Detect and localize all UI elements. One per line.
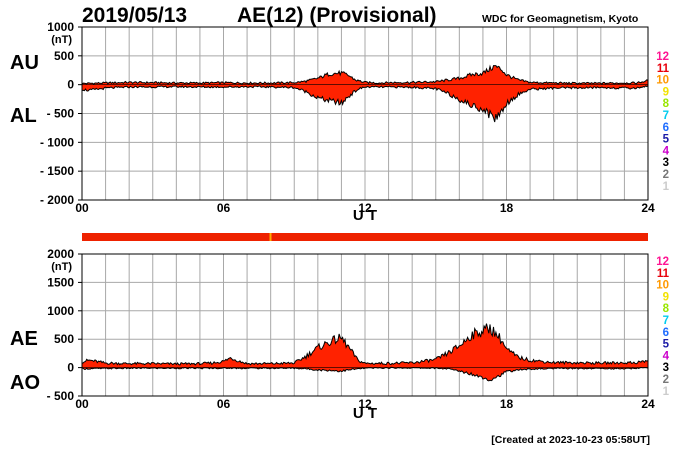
- ae-ao-y-tick-label: 1000: [47, 304, 74, 318]
- plot-title: AE(12) (Provisional): [237, 4, 437, 27]
- au-label: AU: [10, 52, 39, 74]
- ae-ao-x-axis-label: U T: [353, 405, 377, 422]
- station-count-6: 6: [663, 327, 669, 339]
- au-al-y-tick-label: 1000: [47, 20, 74, 34]
- au-al-y-tick-label: - 2000: [40, 193, 74, 207]
- ae-ao-y-tick-label: 2000: [47, 247, 74, 261]
- station-count-5: 5: [663, 134, 670, 146]
- station-count-12: 12: [656, 256, 669, 268]
- station-count-3: 3: [663, 362, 669, 374]
- ae-ao-panel: 2000 1500 1000 500 0 - 500 00 06 12 18 24 (nT) AE…: [10, 247, 655, 422]
- station-count-9: 9: [663, 86, 669, 98]
- station-count-3: 3: [663, 157, 669, 169]
- station-count-11: 11: [657, 268, 670, 280]
- station-count-8: 8: [663, 98, 670, 110]
- au-al-x-tick-label: 06: [217, 201, 231, 215]
- station-count-7: 7: [663, 110, 669, 122]
- station-count-1: 1: [663, 181, 670, 193]
- ae-ao-x-tick-label: 18: [500, 397, 514, 411]
- au-al-y-tick-label: - 1500: [40, 164, 74, 178]
- ae-label: AE: [10, 328, 38, 350]
- au-al-x-ticks: 00 06 12 18 24: [75, 201, 655, 215]
- au-al-traces: [81, 64, 649, 123]
- au-al-y-ticks: 1000 500 0 - 500 - 1000 - 1500 - 2000: [40, 20, 82, 207]
- station-count-7: 7: [663, 315, 669, 327]
- station-count-4: 4: [663, 350, 670, 362]
- au-al-panel: 1000 500 0 - 500 - 1000 - 1500 - 2000 00 06 12 18…: [10, 20, 655, 224]
- ae-ao-x-tick-label: 12: [358, 397, 372, 411]
- station-count-8: 8: [663, 303, 670, 315]
- au-al-x-tick-label: 24: [641, 201, 655, 215]
- ae-ao-x-tick-label: 06: [217, 397, 231, 411]
- au-al-x-axis-label: U T: [353, 207, 377, 224]
- station-count-5: 5: [663, 339, 670, 351]
- ae-ao-frame: [81, 253, 649, 397]
- ae-series-line: [81, 323, 649, 366]
- ae-ao-y-ticks: 2000 1500 1000 500 0 - 500: [47, 247, 82, 403]
- station-count-9: 9: [663, 291, 669, 303]
- ae-ao-x-ticks: 00 06 12 18 24: [75, 397, 655, 411]
- data-status-mark: [269, 233, 272, 241]
- ae-ao-x-tick-label: 00: [75, 397, 89, 411]
- data-source: WDC for Geomagnetism, Kyoto: [482, 13, 638, 25]
- ae-ao-y-tick-label: 1500: [47, 275, 74, 289]
- station-count-10: 10: [656, 280, 669, 292]
- ao-label: AO: [10, 372, 40, 394]
- au-al-y-tick-label: 500: [54, 49, 74, 63]
- station-count-6: 6: [663, 122, 669, 134]
- station-count-11: 11: [657, 63, 670, 75]
- ae-ao-x-tick-label: 24: [641, 397, 655, 411]
- al-label: AL: [10, 105, 37, 127]
- station-count-2: 2: [663, 374, 669, 386]
- data-status-bar: [82, 233, 648, 241]
- ae-ao-y-tick-label: 0: [67, 361, 74, 375]
- au-al-x-tick-label: 18: [500, 201, 514, 215]
- station-count-12: 12: [656, 51, 669, 63]
- station-count-1: 1: [663, 386, 670, 398]
- station-count-10: 10: [656, 75, 669, 87]
- plot-date: 2019/05/13: [82, 4, 187, 27]
- au-al-grid: [82, 27, 648, 200]
- au-al-range-fill: [82, 65, 648, 122]
- al-series-line: [81, 85, 649, 123]
- station-count-2: 2: [663, 169, 669, 181]
- au-series-line: [81, 64, 649, 85]
- creation-stamp: [Created at 2023-10-23 05:58UT]: [491, 434, 650, 446]
- au-al-y-tick-label: - 500: [47, 107, 75, 121]
- ae-ao-y-tick-label: - 500: [47, 389, 75, 403]
- ae-ao-grid: [82, 254, 648, 396]
- ae-ao-unit: (nT): [51, 261, 72, 273]
- station-count-4: 4: [663, 145, 670, 157]
- au-al-y-tick-label: - 1000: [40, 135, 74, 149]
- au-al-y-tick-label: 0: [67, 78, 74, 92]
- au-al-x-tick-label: 12: [358, 201, 372, 215]
- au-al-unit: (nT): [51, 34, 72, 46]
- au-al-x-tick-label: 00: [75, 201, 89, 215]
- ao-series-line: [81, 366, 649, 382]
- ae-ao-range-fill: [82, 323, 648, 381]
- ae-ao-traces: [81, 323, 649, 382]
- ae-ao-y-tick-label: 500: [54, 332, 74, 346]
